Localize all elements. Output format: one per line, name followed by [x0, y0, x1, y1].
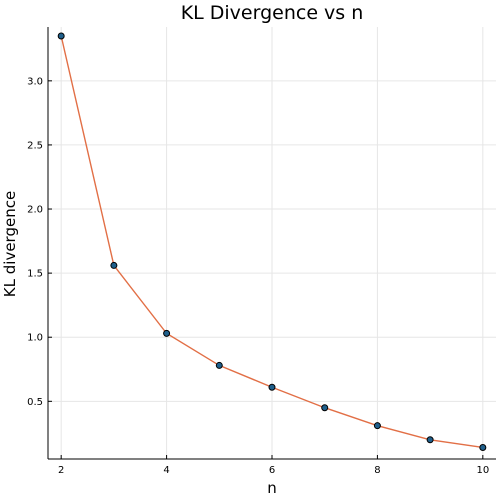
- y-tick-label: 1.0: [27, 333, 43, 344]
- data-point: [163, 329, 171, 337]
- y-tick-label: 2.0: [27, 205, 43, 216]
- x-axis-ticks: 2 4 6 8 10: [58, 455, 489, 476]
- x-tick-label: 8: [374, 465, 380, 476]
- y-axis-label: KL divergence: [1, 191, 19, 297]
- data-point: [215, 361, 223, 369]
- data-point: [110, 261, 118, 269]
- data-point: [321, 404, 329, 412]
- grid-lines: [48, 27, 496, 459]
- x-axis-label: n: [267, 479, 277, 497]
- y-tick-label: 1.5: [27, 269, 43, 280]
- x-tick-label: 2: [58, 465, 64, 476]
- data-series: [57, 32, 487, 451]
- data-point: [426, 436, 434, 444]
- x-tick-label: 4: [163, 465, 169, 476]
- data-point: [373, 422, 381, 430]
- y-axis-ticks: 0.5 1.0 1.5 2.0 2.5 3.0: [27, 76, 52, 408]
- data-point: [57, 32, 65, 40]
- chart-title: KL Divergence vs n: [181, 2, 364, 24]
- data-point: [479, 443, 487, 451]
- y-tick-label: 0.5: [27, 397, 43, 408]
- x-tick-label: 6: [269, 465, 275, 476]
- x-tick-label: 10: [476, 465, 489, 476]
- y-tick-label: 2.5: [27, 140, 43, 151]
- y-tick-label: 3.0: [27, 76, 43, 87]
- data-point: [268, 383, 276, 391]
